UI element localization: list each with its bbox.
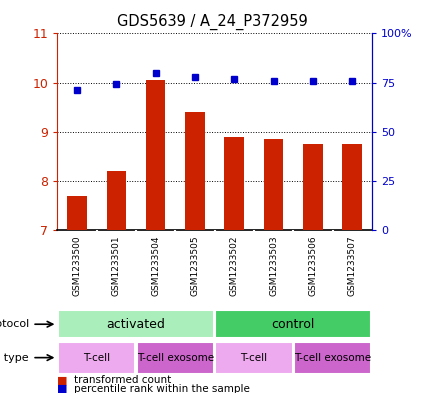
Text: GSM1233505: GSM1233505 <box>190 235 199 296</box>
Text: T-cell: T-cell <box>83 353 110 363</box>
Bar <box>67 195 87 230</box>
Text: transformed count: transformed count <box>74 375 172 386</box>
Bar <box>107 171 126 230</box>
Text: GSM1233502: GSM1233502 <box>230 235 239 296</box>
Bar <box>58 310 214 338</box>
Text: GSM1233500: GSM1233500 <box>73 235 82 296</box>
Text: cell type: cell type <box>0 353 29 363</box>
Bar <box>215 310 371 338</box>
Bar <box>264 139 283 230</box>
Text: activated: activated <box>107 318 165 331</box>
Bar <box>136 342 214 373</box>
Text: T-cell exosome: T-cell exosome <box>294 353 371 363</box>
Text: GDS5639 / A_24_P372959: GDS5639 / A_24_P372959 <box>117 14 308 30</box>
Bar <box>58 342 136 373</box>
Text: GSM1233506: GSM1233506 <box>309 235 317 296</box>
Text: control: control <box>272 318 315 331</box>
Text: ■: ■ <box>57 384 68 393</box>
Bar <box>294 342 371 373</box>
Bar <box>215 342 293 373</box>
Text: GSM1233501: GSM1233501 <box>112 235 121 296</box>
Text: GSM1233503: GSM1233503 <box>269 235 278 296</box>
Text: T-cell exosome: T-cell exosome <box>137 353 214 363</box>
Bar <box>343 144 362 230</box>
Bar <box>146 80 165 230</box>
Text: ■: ■ <box>57 375 68 386</box>
Text: T-cell: T-cell <box>241 353 267 363</box>
Bar <box>185 112 205 230</box>
Text: protocol: protocol <box>0 319 29 329</box>
Text: GSM1233507: GSM1233507 <box>348 235 357 296</box>
Text: GSM1233504: GSM1233504 <box>151 235 160 296</box>
Bar <box>224 136 244 230</box>
Bar <box>303 144 323 230</box>
Text: percentile rank within the sample: percentile rank within the sample <box>74 384 250 393</box>
